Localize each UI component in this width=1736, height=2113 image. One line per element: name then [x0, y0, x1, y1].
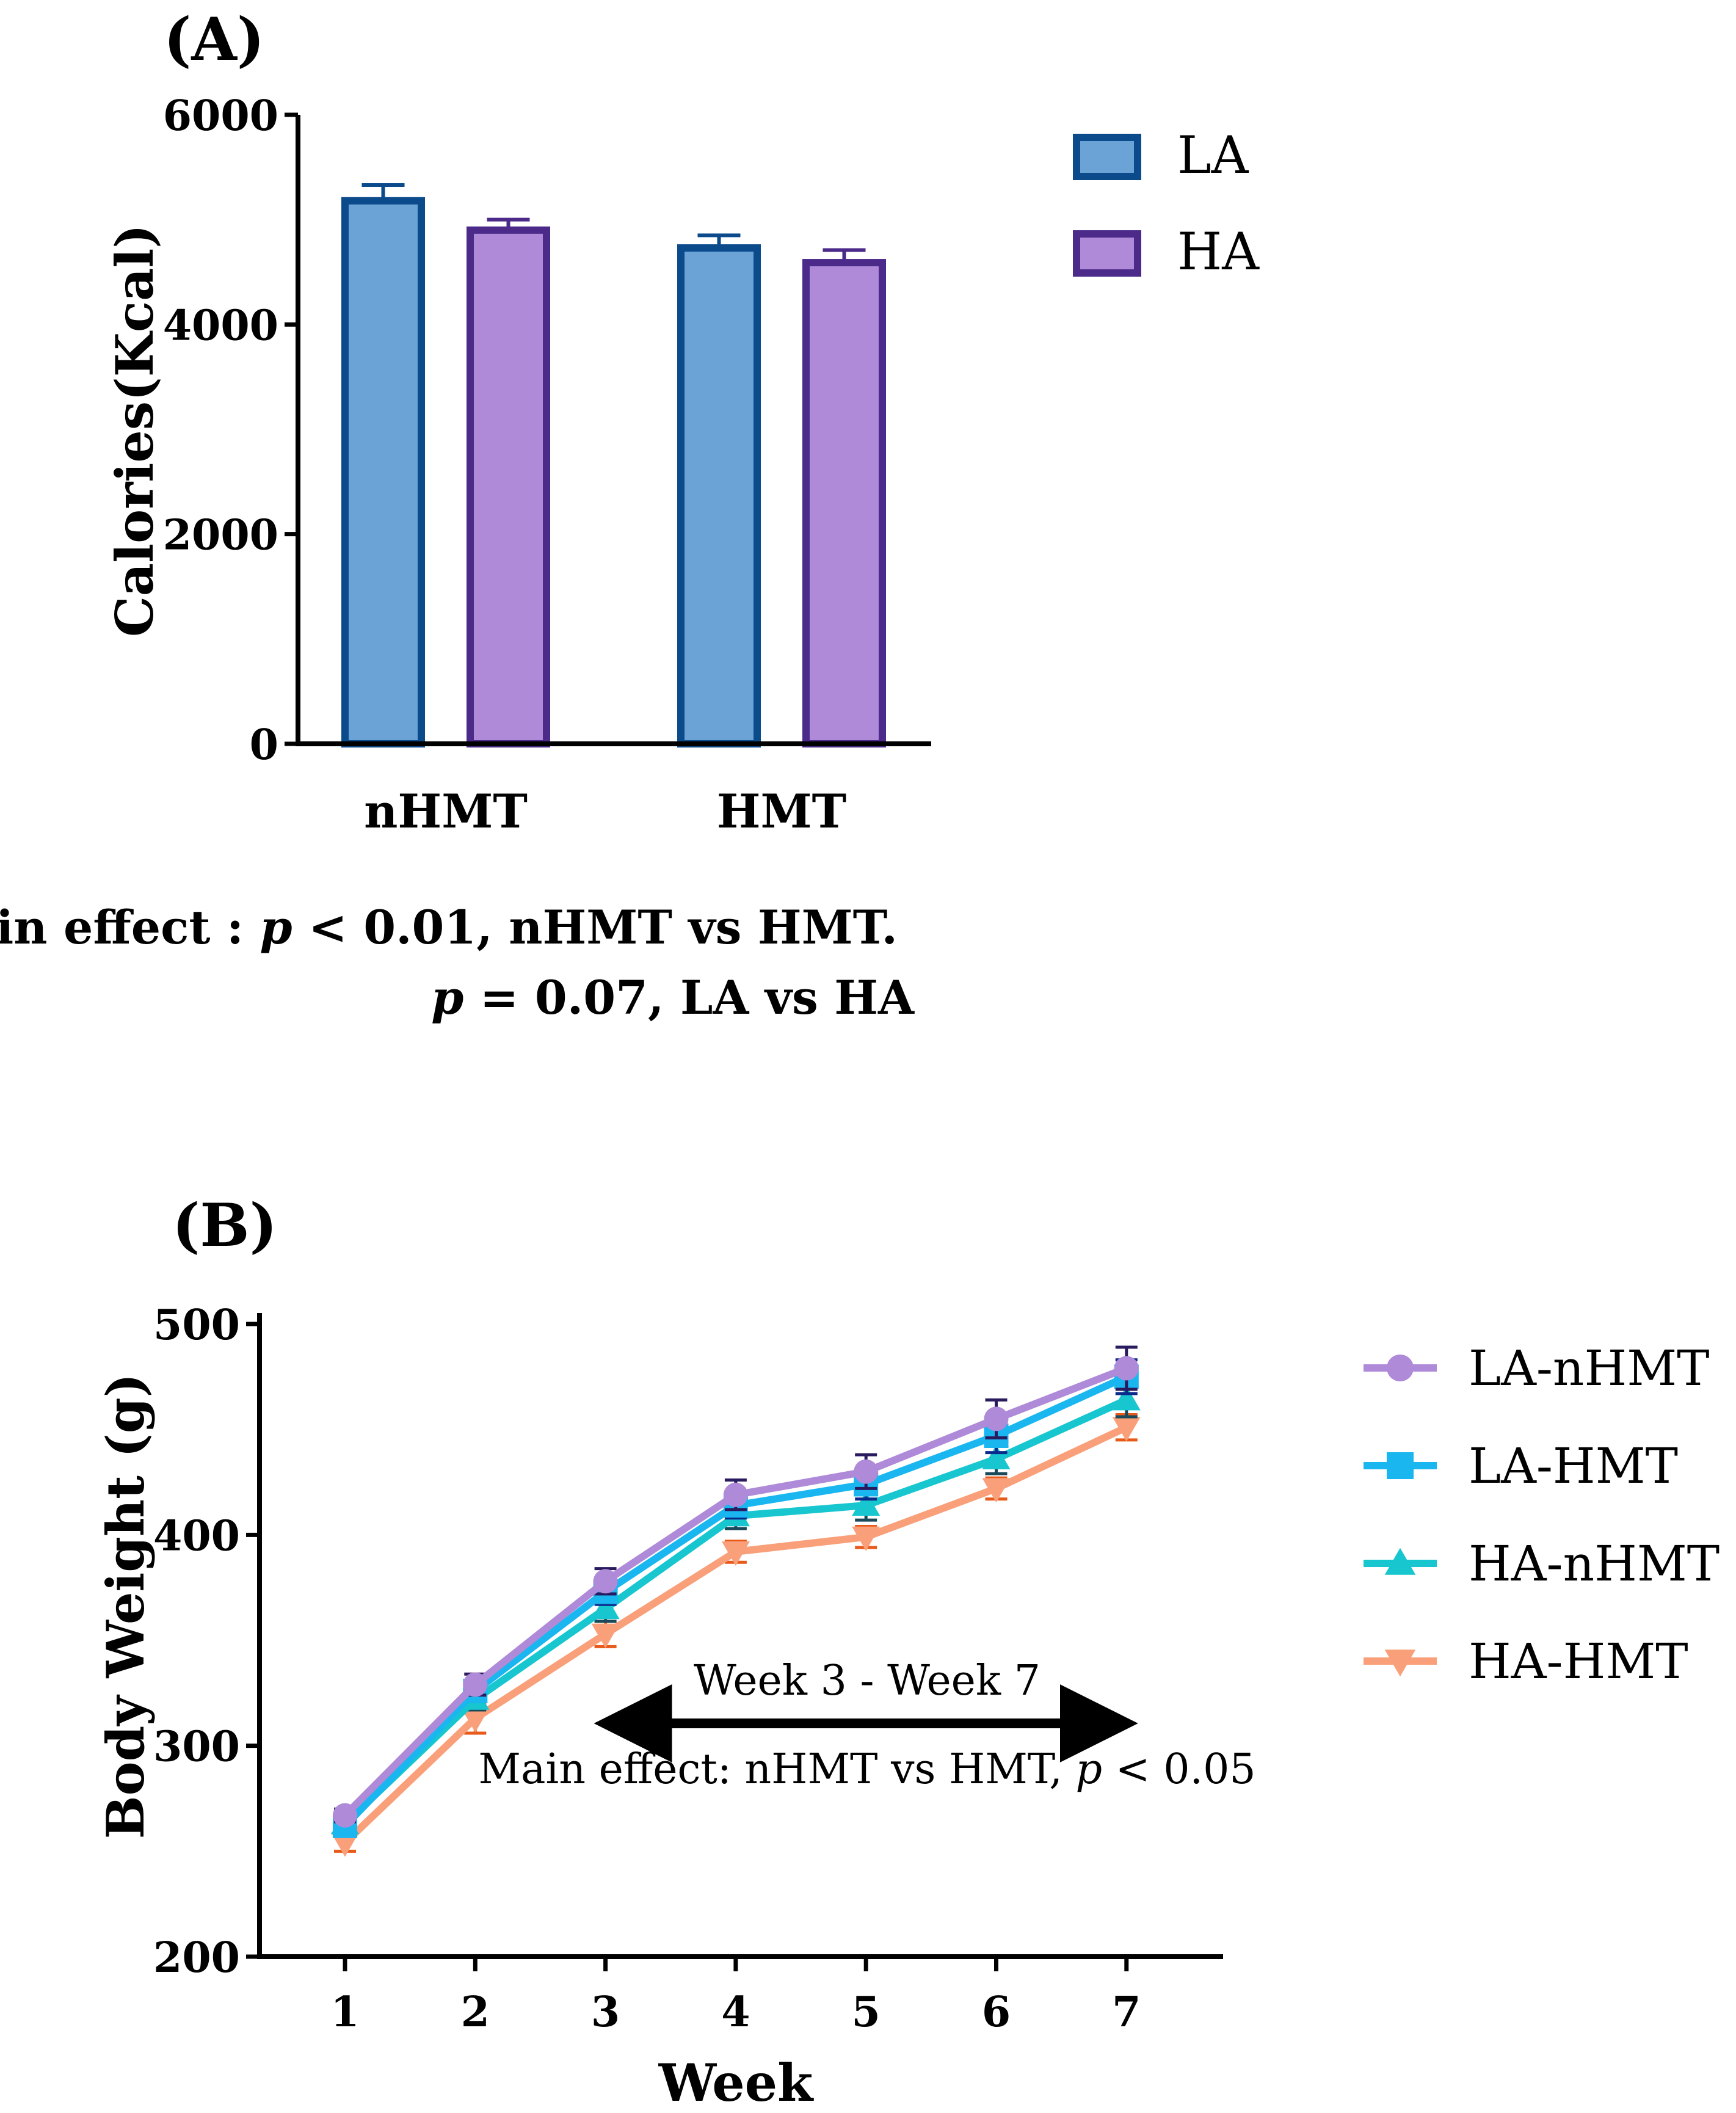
panel-b-series-ha-hmt [331, 1413, 1141, 1857]
panel-b-legend-marker-la-nhmt [1387, 1355, 1414, 1381]
panel-b-point-la-nhmt-0 [333, 1803, 357, 1828]
panel-a-bar-la-hmt [677, 244, 761, 747]
panel-b-effect-rest: < 0.05 [1102, 1745, 1256, 1794]
panel-a-legend-label-ha: HA [1177, 222, 1260, 282]
panel-a-y-tick-label-2: 4000 [163, 301, 278, 350]
panel-b-legend-marker-la-hmt [1387, 1452, 1414, 1479]
panel-a-x-tick-label-nhmt: nHMT [364, 784, 528, 838]
panel-b-series-la-nhmt [333, 1345, 1139, 1828]
panel-a: (A) Calories(Kcal) 0 2000 4000 6000 nHMT HMT… [0, 5, 1260, 1025]
panel-b-y-tick-label-1: 300 [153, 1723, 240, 1772]
panel-b-point-ha-hmt-0 [331, 1832, 359, 1857]
panel-a-legend: LA HA [1073, 125, 1260, 282]
panel-a-bar-ha-hmt [802, 259, 886, 747]
panel-b-legend-marker-ha-nhmt [1384, 1547, 1416, 1575]
panel-b-point-la-nhmt-2 [593, 1569, 618, 1594]
panel-b-x-ticks: 1 2 3 4 5 6 7 [330, 1957, 1141, 2037]
panel-b-point-la-nhmt-6 [1114, 1356, 1139, 1381]
panel-a-label: (A) [164, 5, 264, 74]
panel-b-point-la-nhmt-4 [854, 1459, 879, 1484]
panel-b-x-tick-label-3: 4 [721, 1988, 750, 2037]
panel-a-legend-swatch-la [1073, 134, 1141, 180]
panel-b-legend-label-la-hmt: LA-HMT [1469, 1438, 1678, 1494]
panel-a-annotation-prefix: Main effect : [0, 900, 260, 955]
panel-b-x-tick-label-6: 7 [1112, 1988, 1141, 2037]
panel-a-annotation-rest2: = 0.07, LA vs HA [463, 970, 915, 1025]
panel-b-x-tick-label-1: 2 [461, 1988, 490, 2037]
panel-b-x-tick-label-0: 1 [330, 1988, 359, 2037]
panel-b-point-ha-hmt-5 [982, 1478, 1011, 1503]
panel-b-x-tick-label-4: 5 [852, 1988, 881, 2037]
panel-b-y-tick-label-2: 400 [153, 1511, 240, 1560]
panel-b-x-tick-label-2: 3 [591, 1988, 620, 2037]
panel-a-y-tick-label-0: 0 [250, 721, 278, 769]
panel-b-legend-label-la-nhmt: LA-nHMT [1469, 1340, 1710, 1397]
panel-b: (B) Body Weight (g) 200 300 400 500 1 2 3 4 5 6 7… [95, 1191, 1720, 2113]
panel-b-legend-marker-ha-hmt [1384, 1649, 1416, 1677]
panel-a-bar-ha-nhmt [467, 226, 550, 748]
panel-a-legend-label-la: LA [1177, 125, 1249, 185]
panel-a-annotation-line1: Main effect : p < 0.01, nHMT vs HMT. [0, 900, 898, 955]
panel-b-point-ha-nhmt-4 [852, 1491, 881, 1516]
panel-a-annotation-p1: p [260, 900, 292, 955]
panel-a-annotation-line2: p = 0.07, LA vs HA [431, 970, 915, 1025]
panel-a-x-tick-labels: nHMT HMT [364, 784, 846, 838]
panel-b-range-annotation: Week 3 - Week 7 Main effect: nHMT vs HMT… [478, 1657, 1255, 1794]
panel-b-y-axis-label: Body Weight (g) [95, 1373, 156, 1839]
panel-b-y-tick-label-3: 500 [153, 1301, 240, 1350]
panel-b-range-label: Week 3 - Week 7 [694, 1657, 1041, 1705]
panel-a-x-tick-label-hmt: HMT [717, 784, 847, 838]
panel-b-effect-prefix: Main effect: nHMT vs HMT, [478, 1745, 1075, 1794]
panel-a-y-ticks: 0 2000 4000 6000 [163, 92, 298, 769]
panel-b-effect-p: p [1076, 1745, 1103, 1794]
panel-b-point-ha-nhmt-2 [591, 1595, 620, 1620]
panel-b-legend-label-ha-nhmt: HA-nHMT [1469, 1535, 1720, 1592]
panel-a-annotation-p2: p [431, 970, 463, 1025]
panel-b-y-tick-label-0: 200 [153, 1933, 240, 1982]
panel-b-legend-label-ha-hmt: HA-HMT [1469, 1633, 1688, 1690]
panel-a-bar-la-nhmt [341, 197, 425, 747]
panel-b-label: (B) [172, 1191, 277, 1260]
panel-b-point-la-nhmt-5 [984, 1406, 1009, 1431]
panel-a-y-tick-label-3: 6000 [163, 92, 278, 140]
panel-a-y-axis-label: Calories(Kcal) [104, 224, 165, 637]
panel-b-point-la-nhmt-3 [723, 1482, 748, 1507]
panel-a-y-tick-label-1: 2000 [163, 511, 278, 560]
panel-b-point-ha-hmt-2 [591, 1623, 620, 1648]
panel-b-point-ha-nhmt-6 [1112, 1386, 1141, 1411]
panel-b-effect-text: Main effect: nHMT vs HMT, p < 0.05 [478, 1745, 1255, 1794]
panel-a-legend-swatch-ha [1073, 230, 1141, 277]
panel-b-y-ticks: 200 300 400 500 [153, 1301, 260, 1982]
panel-b-point-ha-hmt-3 [721, 1541, 750, 1566]
panel-b-x-tick-label-5: 6 [982, 1988, 1011, 2037]
panel-b-x-axis-label: Week [658, 2053, 814, 2113]
panel-b-point-ha-hmt-1 [461, 1707, 490, 1733]
panel-b-legend: LA-nHMT LA-HMT HA-nHMT HA-HMT [1364, 1340, 1720, 1690]
panel-b-point-la-nhmt-1 [463, 1672, 488, 1697]
panel-a-bars [341, 183, 886, 748]
panel-b-point-ha-hmt-6 [1112, 1417, 1141, 1442]
panel-a-annotation-rest1: < 0.01, nHMT vs HMT. [292, 900, 898, 955]
panel-b-point-ha-hmt-4 [852, 1526, 881, 1551]
panel-b-point-ha-nhmt-5 [982, 1445, 1011, 1470]
panel-b-series [331, 1345, 1141, 1857]
